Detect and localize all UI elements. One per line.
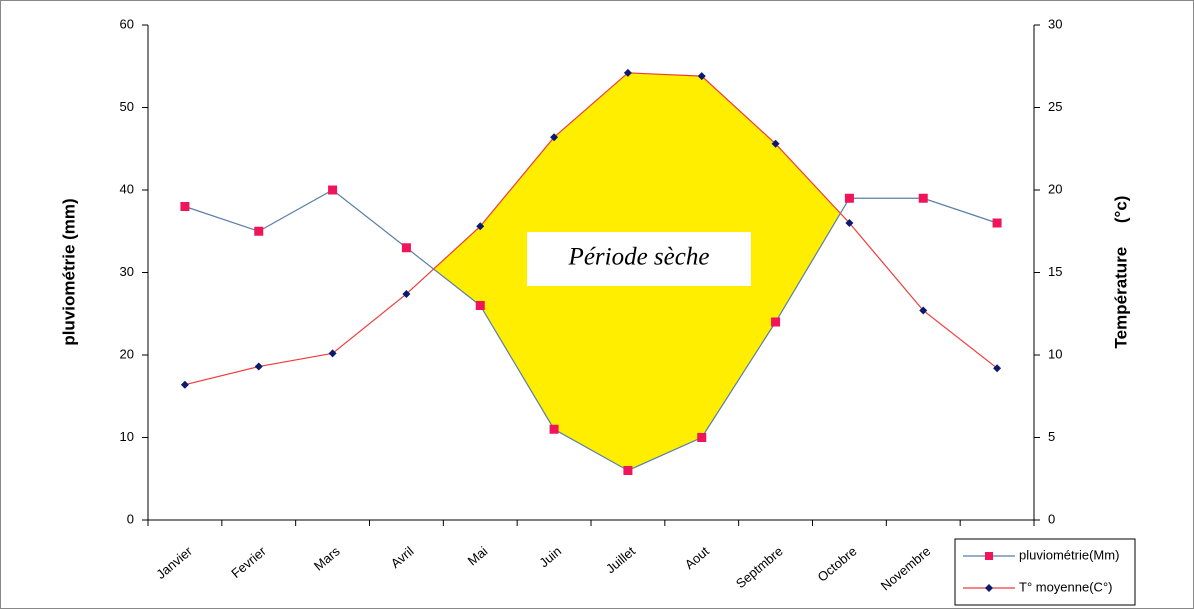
marker [771, 317, 781, 327]
annotation: Période sèche [568, 244, 710, 271]
annotation-box [527, 232, 751, 286]
y2-tick-label: 20 [1048, 181, 1062, 196]
marker [844, 193, 854, 203]
marker [328, 185, 338, 195]
y-tick-label: 60 [120, 16, 134, 31]
y2-tick-label: 15 [1048, 264, 1062, 279]
marker [550, 133, 559, 142]
marker [697, 433, 707, 442]
marker [697, 72, 706, 81]
marker [845, 219, 854, 227]
marker [254, 226, 264, 236]
legend-marker [985, 552, 993, 560]
series-line [184, 72, 998, 386]
marker [328, 349, 337, 358]
y-tick-label: 20 [120, 346, 134, 361]
legend-marker [985, 584, 993, 592]
marker [918, 193, 928, 203]
y-tick-label: 10 [120, 429, 134, 444]
marker [180, 202, 190, 211]
y2-tick-label: 5 [1048, 429, 1055, 444]
legend: pluviométrie(Mm) T° moyenne(C°) [954, 538, 1136, 606]
legend-box [954, 538, 1136, 606]
y2-axis-label: Température (°c) [1111, 196, 1130, 349]
marker [254, 362, 263, 371]
y2-tick-label: 30 [1048, 16, 1062, 31]
y-tick-label: 0 [127, 511, 134, 526]
legend-label: T° moyenne(C°) [1019, 579, 1112, 594]
marker [475, 301, 485, 310]
marker [549, 424, 559, 434]
marker [771, 139, 780, 148]
y-tick-label: 50 [120, 99, 134, 114]
marker [993, 364, 1002, 373]
y2-tick-label: 0 [1048, 511, 1055, 526]
marker [402, 289, 411, 298]
y2-tick-label: 10 [1048, 346, 1062, 361]
marker [401, 243, 411, 253]
y-axis-label: pluviométrie (mm) [59, 198, 78, 345]
y-tick-label: 30 [120, 264, 134, 279]
marker [180, 380, 189, 389]
series-line [184, 189, 998, 472]
marker [476, 222, 485, 231]
y-tick-label: 40 [120, 181, 134, 196]
marker [623, 466, 633, 475]
legend-label: pluviométrie(Mm) [1019, 547, 1119, 562]
marker [992, 218, 1002, 228]
y2-tick-label: 25 [1048, 99, 1062, 114]
marker [919, 306, 928, 315]
marker [623, 68, 632, 77]
